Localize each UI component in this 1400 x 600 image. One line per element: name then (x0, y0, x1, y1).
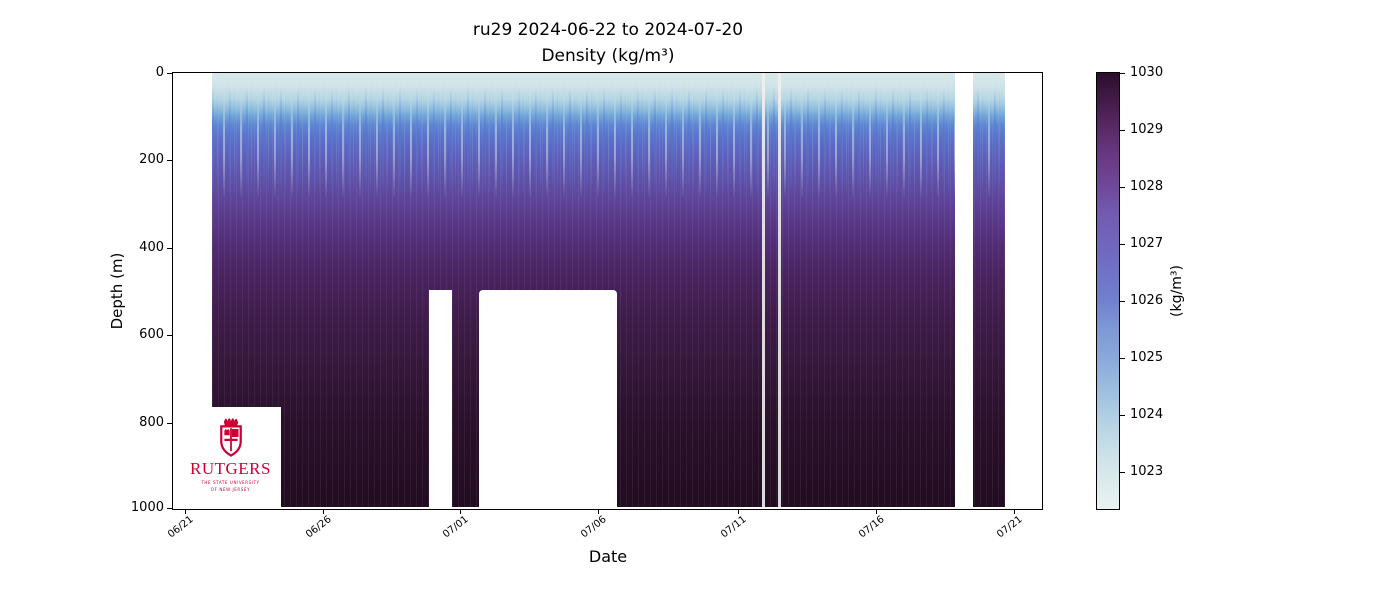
colorbar-tick-label: 1028 (1130, 179, 1164, 194)
colorbar-tick-label: 1024 (1130, 407, 1164, 422)
rutgers-logo: RUTGERS THE STATE UNIVERSITY OF NEW JERS… (180, 407, 281, 509)
data-gap-below-500m-2 (479, 290, 617, 507)
rutgers-tagline-line2: OF NEW JERSEY (210, 487, 251, 492)
x-tick-label: 07/01 (441, 514, 471, 541)
plot-area: RUTGERS THE STATE UNIVERSITY OF NEW JERS… (131, 65, 1043, 540)
x-tick-mark (185, 510, 186, 514)
colorbar-tick-label: 1023 (1130, 464, 1164, 479)
plot-subtitle: Density (kg/m³) (541, 46, 675, 66)
rutgers-shield-icon (180, 414, 281, 460)
x-tick-label: 07/21 (995, 514, 1025, 541)
y-tick-mark (167, 73, 172, 74)
y-tick-mark (167, 335, 172, 336)
x-tick-label: 07/16 (857, 514, 887, 541)
plot-title: ru29 2024-06-22 to 2024-07-20 (472, 20, 744, 40)
x-tick-mark (876, 510, 877, 514)
rutgers-wordmark: RUTGERS (190, 459, 271, 478)
x-tick-mark (1014, 510, 1015, 514)
colorbar-tick-mark (1120, 472, 1125, 473)
y-tick-label: 0 (155, 65, 164, 80)
colorbar-tick-mark (1120, 301, 1125, 302)
colorbar-tick-mark (1120, 73, 1125, 74)
x-tick-mark (738, 510, 739, 514)
data-gap-full-depth (955, 73, 973, 507)
y-tick-label: 1000 (130, 500, 164, 515)
y-tick-label: 400 (139, 240, 164, 255)
data-gap-below-500m-1 (429, 290, 452, 507)
colorbar: 1030 1029 1028 1027 1026 1025 1024 1023 (1096, 65, 1163, 510)
x-tick-label: 06/26 (304, 514, 334, 541)
colorbar-tick-label: 1026 (1130, 293, 1164, 308)
y-tick-mark (167, 423, 172, 424)
x-tick-label: 07/11 (719, 514, 749, 541)
colorbar-tick-label: 1027 (1130, 236, 1164, 251)
x-tick-label: 07/06 (579, 514, 609, 541)
y-tick-mark (167, 248, 172, 249)
x-tick-mark (598, 510, 599, 514)
data-gap-thin-line-1 (762, 73, 765, 507)
y-axis-label: Depth (m) (108, 252, 126, 330)
colorbar-tick-label: 1025 (1130, 350, 1164, 365)
data-gap-thin-line-2 (778, 73, 781, 507)
y-tick-mark (167, 508, 172, 509)
surface-striation-texture (212, 87, 1005, 199)
y-tick-mark (167, 160, 172, 161)
x-tick-mark (460, 510, 461, 514)
colorbar-tick-label: 1030 (1130, 65, 1164, 80)
colorbar-tick-mark (1120, 415, 1125, 416)
colorbar-tick-mark (1120, 130, 1125, 131)
colorbar-tick-label: 1029 (1130, 122, 1164, 137)
rutgers-tagline-line1: THE STATE UNIVERSITY (201, 480, 260, 485)
x-tick-label: 06/21 (166, 514, 196, 541)
y-tick-label: 600 (139, 327, 164, 342)
x-tick-mark (323, 510, 324, 514)
x-axis-label: Date (588, 547, 628, 566)
colorbar-tick-mark (1120, 244, 1125, 245)
colorbar-tick-mark (1120, 187, 1125, 188)
colorbar-unit-label: (kg/m³) (1169, 265, 1185, 317)
y-tick-label: 800 (139, 415, 164, 430)
y-tick-label: 200 (139, 152, 164, 167)
colorbar-tick-mark (1120, 358, 1125, 359)
